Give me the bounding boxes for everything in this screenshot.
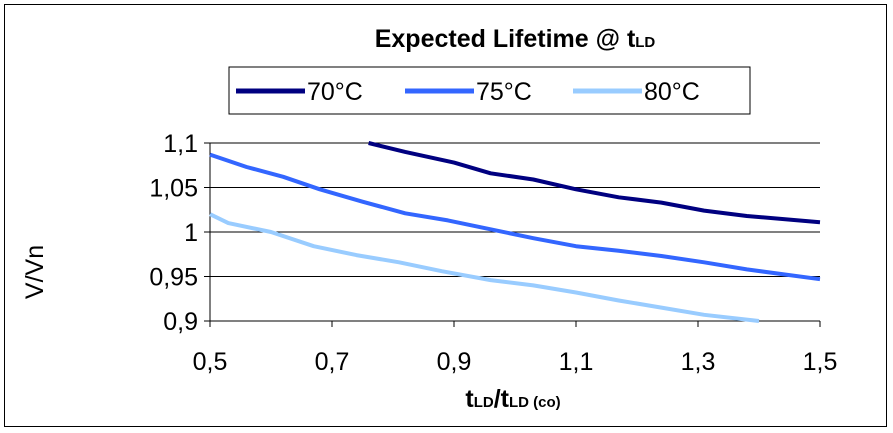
y-tick-label-3: 0,95 [149,264,198,292]
series-line-2 [209,212,760,323]
series-line-1 [209,152,821,282]
y-axis-ticks: 1,1 1,05 1 0,95 0,9 [149,130,210,336]
legend-label-1: 75°C [476,78,532,106]
x-tick-label-3: 1,1 [559,348,594,376]
x-tick-label-4: 1,3 [681,348,716,376]
x-tick-label-1: 0,7 [315,348,350,376]
x-tick-label-2: 0,9 [437,348,472,376]
chart-title: Expected Lifetime @ tLD [375,25,656,53]
x-tick-label-5: 1,5 [803,348,838,376]
y-tick-label-4: 0,9 [163,308,198,336]
legend-label-0: 70°C [307,78,363,106]
legend: 70°C 75°C 80°C [228,66,751,115]
x-tick-label-0: 0,5 [193,348,228,376]
x-axis-label-sub1: LD [474,394,494,411]
series-line-0 [368,141,821,225]
y-tick-label-0: 1,1 [163,130,198,158]
x-axis-label: tLD/tLD (co) [465,385,560,413]
y-axis-label: V/Vn [21,245,49,299]
x-axis-label-t2: /t [494,385,510,413]
y-tick-label-2: 1 [184,219,198,247]
plot-area [209,141,821,323]
svg-text:Expected Lifetime @ tLD: Expected Lifetime @ tLD [375,25,656,53]
legend-label-2: 80°C [644,78,700,106]
x-axis-label-t1: t [465,385,474,413]
gridlines [210,142,820,322]
y-tick-label-1: 1,05 [149,175,198,203]
chart-title-subscript: LD [635,34,655,51]
x-axis-label-sub2: LD (co) [509,394,561,411]
legend-box [228,66,751,115]
series-lines [209,141,821,323]
x-axis-ticks: 0,5 0,7 0,9 1,1 1,3 1,5 [193,321,838,376]
chart-title-main: Expected Lifetime @ t [375,25,636,53]
